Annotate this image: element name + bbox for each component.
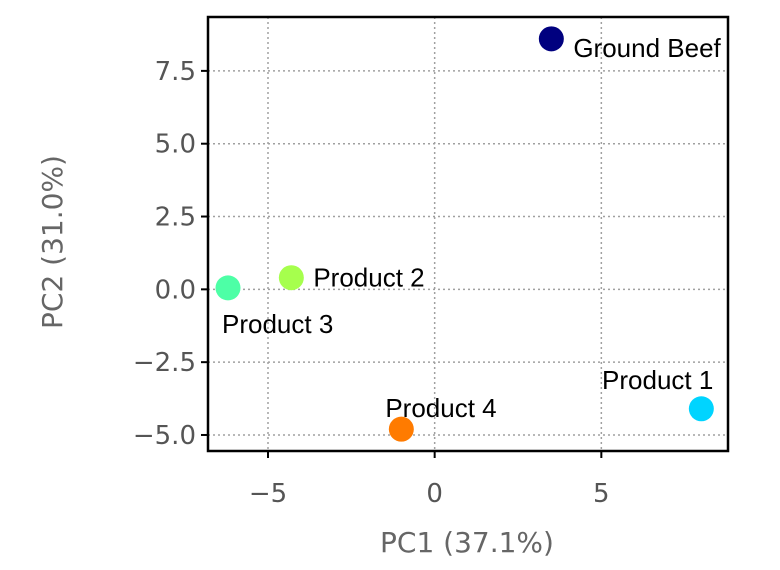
y-axis-title: PC2 (31.0%) <box>36 155 69 329</box>
axis-ticks: −5 0 5 −5.0 −2.5 0.0 2.5 5.0 7.5 <box>133 57 610 509</box>
x-axis-title: PC1 (37.1%) <box>380 526 554 559</box>
data-point <box>688 396 714 422</box>
plot-frame <box>206 15 730 453</box>
data-points <box>215 26 714 442</box>
data-point <box>278 265 304 291</box>
y-tick-label: 5.0 <box>155 130 196 160</box>
data-point <box>538 26 564 52</box>
data-point <box>215 275 241 301</box>
x-tick-label: 0 <box>426 479 443 509</box>
point-label: Product 3 <box>222 309 333 339</box>
y-tick-label: −5.0 <box>133 421 196 451</box>
grid-lines <box>208 17 728 451</box>
point-labels: Ground Beef Product 2 Product 3 Product 1 Pr… <box>222 33 722 423</box>
point-label: Product 1 <box>602 365 713 395</box>
data-point <box>388 416 414 442</box>
point-label: Product 4 <box>385 393 496 423</box>
point-label: Product 2 <box>313 263 424 293</box>
x-tick-label: −5 <box>249 479 287 509</box>
point-label: Ground Beef <box>573 33 721 63</box>
x-tick-label: 5 <box>593 479 610 509</box>
y-tick-label: 7.5 <box>155 57 196 87</box>
y-tick-label: −2.5 <box>133 348 196 378</box>
y-tick-label: 2.5 <box>155 203 196 233</box>
y-tick-label: 0.0 <box>155 275 196 305</box>
